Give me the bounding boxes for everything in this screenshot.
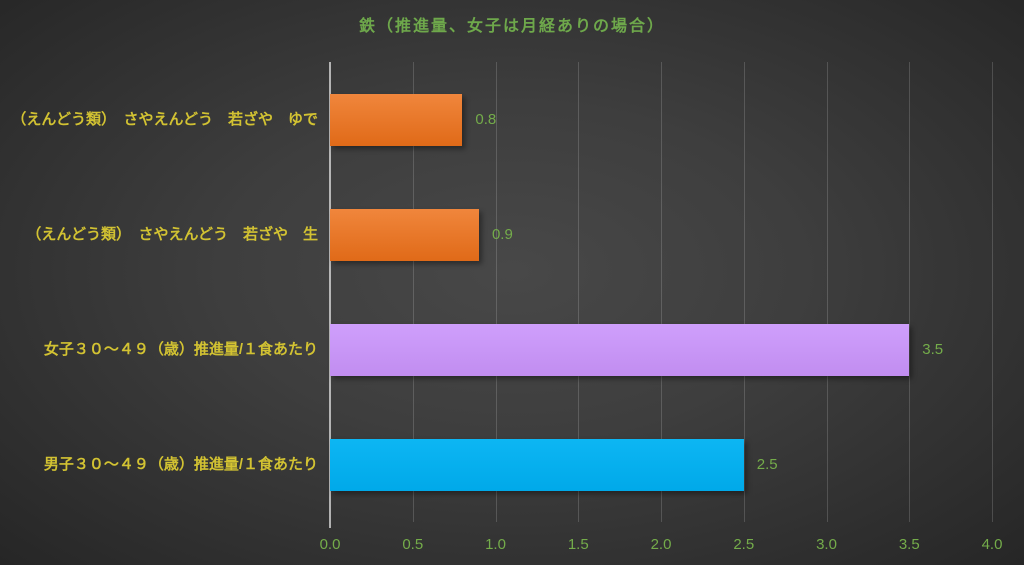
gridline bbox=[578, 62, 580, 522]
x-tick-label: 4.0 bbox=[981, 536, 1003, 553]
data-label: 0.9 bbox=[491, 225, 513, 243]
bar-series-2 bbox=[330, 323, 910, 376]
x-tick-label: 3.5 bbox=[898, 536, 920, 553]
x-tick-label: 0.5 bbox=[402, 536, 424, 553]
category-label: （えんどう類） さやえんどう 若ざや 生 bbox=[26, 225, 318, 243]
x-tick-label: 3.0 bbox=[816, 536, 837, 553]
bar-series-3 bbox=[330, 438, 744, 491]
gridline bbox=[743, 62, 745, 522]
gridline bbox=[992, 62, 993, 522]
x-tick-label: 0.0 bbox=[319, 536, 341, 553]
gridline bbox=[412, 62, 414, 522]
data-label: 3.5 bbox=[922, 340, 944, 358]
x-tick-label: 1.5 bbox=[567, 536, 589, 553]
bar-series-0 bbox=[330, 93, 463, 146]
data-label: 2.5 bbox=[756, 455, 778, 473]
bar-series-1 bbox=[330, 208, 479, 261]
x-tick-label: 1.0 bbox=[485, 536, 506, 553]
gridline bbox=[661, 62, 662, 522]
chart-title: 鉄（推進量、女子は月経ありの場合） bbox=[358, 18, 665, 35]
plot-area: 0.8 0.9 3.5 2.5 bbox=[330, 62, 993, 522]
y-axis-line bbox=[329, 62, 331, 528]
gridline bbox=[909, 62, 911, 522]
category-label: （えんどう類） さやえんどう 若ざや ゆで bbox=[11, 110, 318, 128]
data-label: 0.8 bbox=[475, 110, 497, 128]
x-tick-label: 2.0 bbox=[650, 536, 672, 553]
gridline bbox=[495, 62, 497, 522]
x-tick-label: 2.5 bbox=[733, 536, 755, 553]
category-label: 女子３０～４９（歳）推進量/１食あたり bbox=[43, 340, 318, 358]
gridline bbox=[826, 62, 828, 522]
category-label: 男子３０～４９（歳）推進量/１食あたり bbox=[43, 455, 318, 473]
